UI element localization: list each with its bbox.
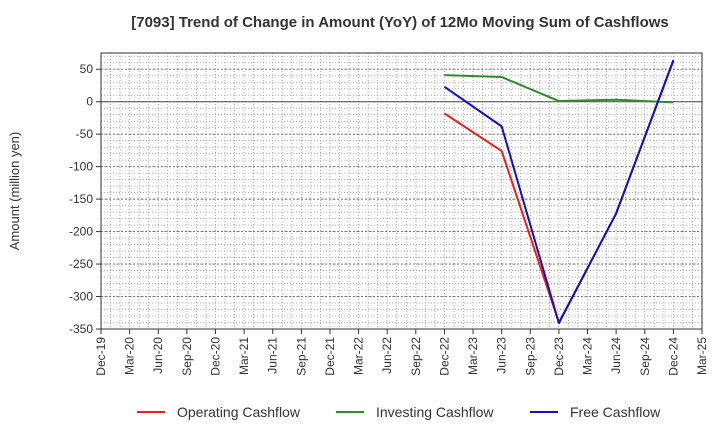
x-tick-label: Dec-19 [94, 337, 108, 376]
y-tick-label: -200 [69, 225, 93, 239]
y-tick-label: -250 [69, 257, 93, 271]
x-tick-label: Sep-21 [294, 337, 308, 376]
y-tick-label: 0 [86, 95, 93, 109]
y-tick-label: -50 [76, 127, 94, 141]
x-tick-label: Jun-20 [151, 337, 165, 374]
x-tick-label: Mar-24 [581, 337, 595, 375]
plot-frame [100, 52, 703, 330]
x-tick-label: Dec-20 [208, 337, 222, 376]
legend: Operating Cashflow Investing Cashflow Free… [0, 404, 720, 428]
x-tick-label: Mar-20 [123, 337, 137, 375]
x-tick-label: Sep-23 [523, 337, 537, 376]
y-tick-label: -300 [69, 290, 93, 304]
x-tick-label: Mar-22 [352, 337, 366, 375]
y-tick-label: -150 [69, 192, 93, 206]
x-tick-label: Jun-22 [380, 337, 394, 374]
series-line-investing-cashflow [444, 74, 674, 104]
y-tick-label: -350 [69, 322, 93, 336]
series-line-free-cashflow [443, 59, 675, 325]
legend-label: Investing Cashflow [376, 404, 494, 420]
x-tick-label: Mar-23 [466, 337, 480, 375]
legend-label: Free Cashflow [570, 404, 661, 420]
legend-swatch [336, 411, 364, 413]
x-tick-label: Sep-24 [638, 337, 652, 376]
legend-swatch [137, 411, 165, 413]
legend-item: Operating Cashflow [137, 404, 300, 420]
x-tick-label: Dec-21 [323, 337, 337, 376]
x-tick-label: Dec-23 [552, 337, 566, 376]
x-tick-label: Mar-21 [237, 337, 251, 375]
y-tick-label: 50 [80, 62, 94, 76]
x-tick-label: Mar-25 [695, 337, 709, 375]
x-tick-label: Jun-23 [495, 337, 509, 374]
x-tick-label: Jun-21 [266, 337, 280, 374]
x-tick-label: Jun-24 [609, 337, 623, 374]
y-axis-label: Amount (million yen) [7, 132, 22, 251]
legend-label: Operating Cashflow [177, 404, 300, 420]
y-tick-label: -100 [69, 160, 93, 174]
x-tick-label: Sep-22 [409, 337, 423, 376]
x-tick-label: Dec-22 [437, 337, 451, 376]
legend-item: Free Cashflow [530, 404, 660, 420]
x-tick-label: Sep-20 [180, 337, 194, 376]
legend-item: Investing Cashflow [336, 404, 494, 420]
legend-swatch [530, 411, 558, 413]
x-tick-label: Dec-24 [666, 337, 680, 376]
chart-title: [7093] Trend of Change in Amount (YoY) o… [131, 14, 669, 31]
